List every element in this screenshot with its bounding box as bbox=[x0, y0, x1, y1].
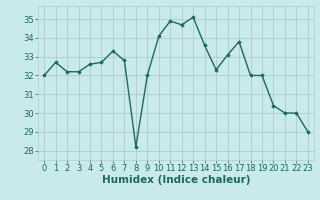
X-axis label: Humidex (Indice chaleur): Humidex (Indice chaleur) bbox=[102, 175, 250, 185]
